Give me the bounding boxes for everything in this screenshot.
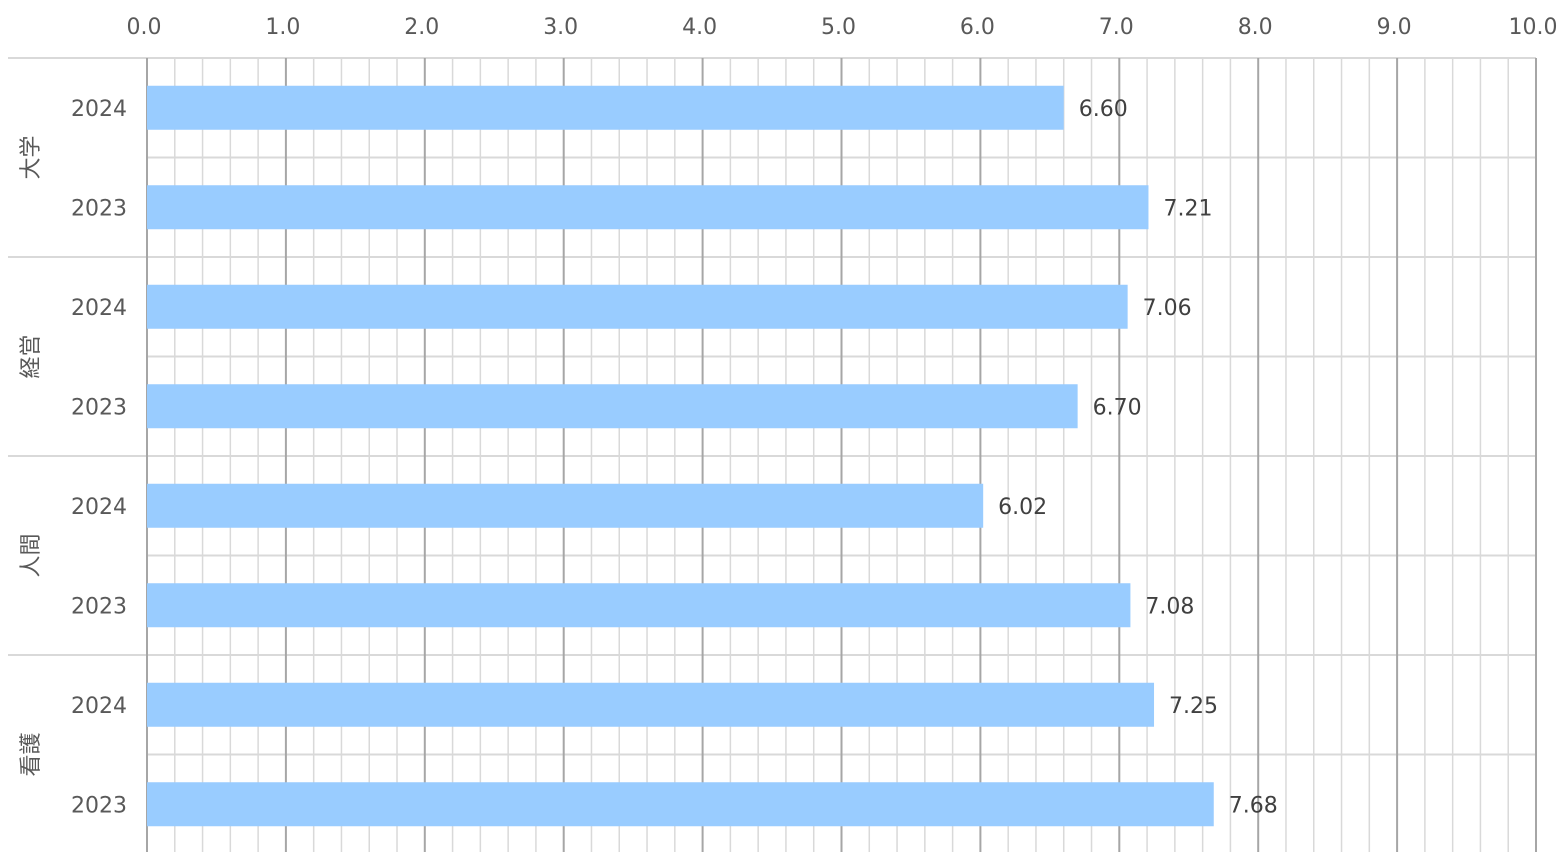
category-label: 大学 (19, 135, 44, 179)
bar (147, 483, 984, 528)
year-label: 2024 (71, 495, 127, 520)
bar (147, 583, 1131, 628)
x-tick-label: 7.0 (1099, 15, 1134, 40)
bar (147, 682, 1155, 727)
bar (147, 185, 1149, 230)
x-tick-label: 4.0 (682, 15, 717, 40)
data-label: 6.60 (1079, 97, 1128, 122)
year-label: 2024 (71, 97, 127, 122)
year-label: 2023 (71, 395, 127, 420)
category-label: 人間 (19, 533, 44, 577)
x-tick-label: 5.0 (821, 15, 856, 40)
x-tick-label: 8.0 (1238, 15, 1273, 40)
data-label: 7.21 (1163, 196, 1212, 221)
bar (147, 384, 1078, 429)
x-tick-label: 3.0 (543, 15, 578, 40)
category-label: 看護 (19, 732, 44, 776)
year-label: 2023 (71, 196, 127, 221)
year-label: 2023 (71, 594, 127, 619)
data-label: 7.25 (1169, 694, 1218, 719)
x-tick-label: 10.0 (1509, 15, 1557, 40)
year-label: 2023 (71, 793, 127, 818)
bar (147, 782, 1214, 827)
year-label: 2024 (71, 296, 127, 321)
category-label: 経営 (19, 334, 44, 378)
bar (147, 284, 1128, 329)
data-label: 6.02 (998, 495, 1047, 520)
x-tick-label: 0.0 (127, 15, 162, 40)
bar (147, 85, 1064, 130)
data-label: 7.68 (1229, 793, 1278, 818)
x-tick-label: 2.0 (404, 15, 439, 40)
data-label: 6.70 (1093, 395, 1142, 420)
x-tick-label: 6.0 (960, 15, 995, 40)
x-tick-label: 1.0 (265, 15, 300, 40)
data-label: 7.06 (1143, 296, 1192, 321)
data-label: 7.08 (1145, 594, 1194, 619)
x-tick-label: 9.0 (1377, 15, 1412, 40)
year-label: 2024 (71, 694, 127, 719)
